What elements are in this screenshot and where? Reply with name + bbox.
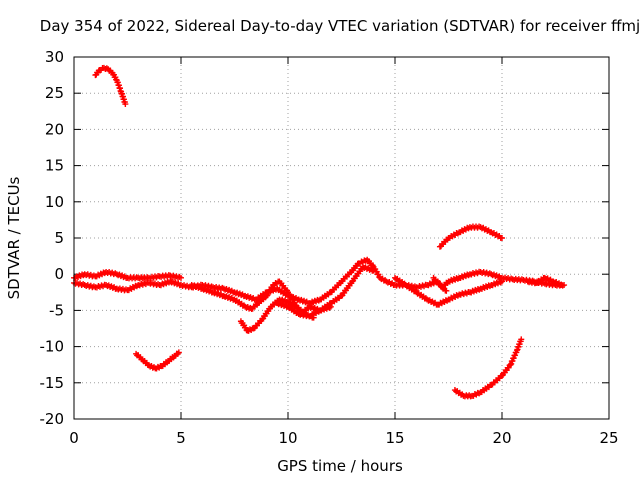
series-arc-b [133, 349, 182, 372]
y-tick-label: 25 [45, 84, 64, 102]
x-tick-label: 15 [385, 429, 404, 447]
y-tick-label: -15 [40, 374, 65, 392]
series-arc-l [451, 336, 525, 400]
series-arc-k [436, 223, 505, 250]
series-arc-j [524, 274, 565, 289]
y-tick-label: -10 [40, 338, 65, 356]
data-point [370, 267, 377, 274]
series-arc-a [92, 64, 129, 108]
y-tick-label: 15 [45, 157, 64, 175]
y-tick-label: 0 [54, 265, 64, 283]
x-axis-label: GPS time / hours [277, 457, 403, 475]
y-tick-label: 20 [45, 120, 64, 138]
y-tick-label: -5 [49, 301, 64, 319]
plot-frame [73, 56, 610, 420]
chart-title: Day 354 of 2022, Sidereal Day-to-day VTE… [40, 17, 640, 35]
y-tick-label: -20 [40, 410, 65, 428]
axis-ticks: 0 5 10 15 20 25 -20 -15 -10 -5 0 5 10 15 20 25 30 [40, 48, 619, 447]
data-point [178, 274, 184, 281]
series-arc-g [274, 300, 334, 320]
x-tick-label: 10 [278, 429, 297, 447]
x-tick-label: 20 [492, 429, 511, 447]
x-tick-label: 25 [599, 429, 618, 447]
y-tick-label: 10 [45, 193, 64, 211]
data-point [518, 336, 525, 343]
data-points [71, 64, 568, 400]
y-axis-label: SDTVAR / TECUs [5, 176, 23, 299]
x-tick-label: 0 [69, 429, 79, 447]
data-point [263, 292, 270, 299]
series-arc-h [392, 274, 505, 308]
x-tick-label: 5 [176, 429, 186, 447]
series-arc-c [71, 269, 184, 282]
data-point [499, 235, 505, 241]
data-point [122, 101, 129, 108]
data-point [443, 287, 450, 294]
data-point [558, 282, 565, 289]
y-tick-label: 5 [54, 229, 64, 247]
y-tick-label: 30 [45, 48, 64, 66]
data-point [175, 349, 182, 356]
data-point [327, 303, 334, 310]
